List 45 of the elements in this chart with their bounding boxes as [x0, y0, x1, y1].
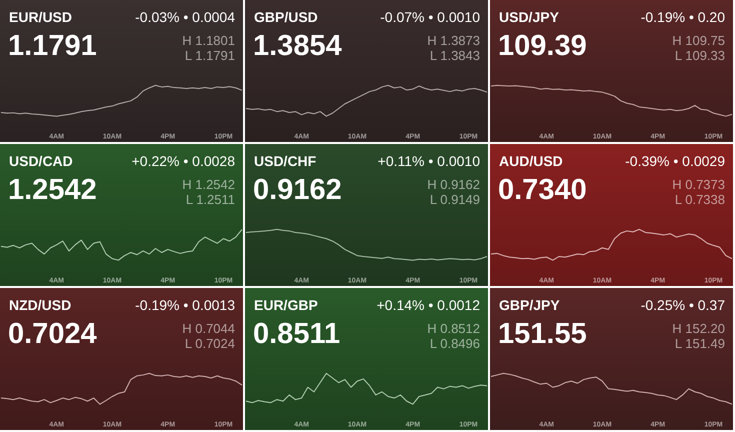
- chart-subtitle: 1.2542: [8, 174, 97, 207]
- text: H 0.7373: [672, 177, 725, 192]
- text: -0.19% • 0.0013: [135, 297, 235, 313]
- text: H 0.7044: [182, 321, 235, 336]
- chart-title: EUR/USD: [9, 9, 72, 25]
- text: +0.22% • 0.0028: [132, 153, 235, 169]
- text: H 1.3873: [427, 33, 480, 48]
- text: L 0.8496: [430, 336, 480, 351]
- chart-title: GBP/USD: [254, 9, 318, 25]
- text: -0.19% • 0.20: [640, 9, 725, 25]
- text: -0.07% • 0.0010: [380, 9, 480, 25]
- chart-title: USD/CHF: [254, 153, 316, 169]
- text: L 0.7338: [674, 192, 725, 207]
- chart-subtitle: 0.8511: [253, 318, 340, 351]
- chart-subtitle: 151.55: [498, 318, 587, 351]
- text: H 0.8512: [427, 321, 480, 336]
- text: -0.03% • 0.0004: [135, 9, 235, 25]
- chart-subtitle: 0.7024: [8, 318, 97, 351]
- chart-subtitle: 1.1791: [8, 30, 97, 63]
- chart-title: USD/JPY: [499, 9, 559, 25]
- chart-subtitle: 109.39: [498, 30, 587, 63]
- chart-title: EUR/GBP: [254, 297, 318, 313]
- text: L 1.3843: [430, 48, 480, 63]
- text: H 1.2542: [182, 177, 235, 192]
- text: -0.25% • 0.37: [640, 297, 725, 313]
- chart-subtitle: 0.9162: [253, 174, 342, 207]
- text: L 0.9149: [430, 192, 480, 207]
- chart-title: NZD/USD: [9, 297, 72, 313]
- text: L 1.1791: [184, 48, 235, 63]
- text: H 152.20: [672, 321, 725, 336]
- text: +0.11% • 0.0010: [378, 153, 480, 169]
- text: L 0.7024: [184, 336, 235, 351]
- chart-title: GBP/JPY: [499, 297, 560, 313]
- text: H 1.1801: [182, 33, 235, 48]
- text: L 109.33: [674, 48, 725, 63]
- text: H 109.75: [672, 33, 725, 48]
- text: H 0.9162: [427, 177, 480, 192]
- chart-title: AUD/USD: [499, 153, 563, 169]
- text: L 1.2511: [186, 192, 235, 207]
- text: L 151.49: [674, 336, 725, 351]
- chart-subtitle: 0.7340: [498, 174, 587, 207]
- text: +0.14% • 0.0012: [376, 297, 480, 313]
- chart-subtitle: 1.3854: [253, 30, 342, 63]
- chart-title: USD/CAD: [9, 153, 73, 169]
- text: -0.39% • 0.0029: [625, 153, 725, 169]
